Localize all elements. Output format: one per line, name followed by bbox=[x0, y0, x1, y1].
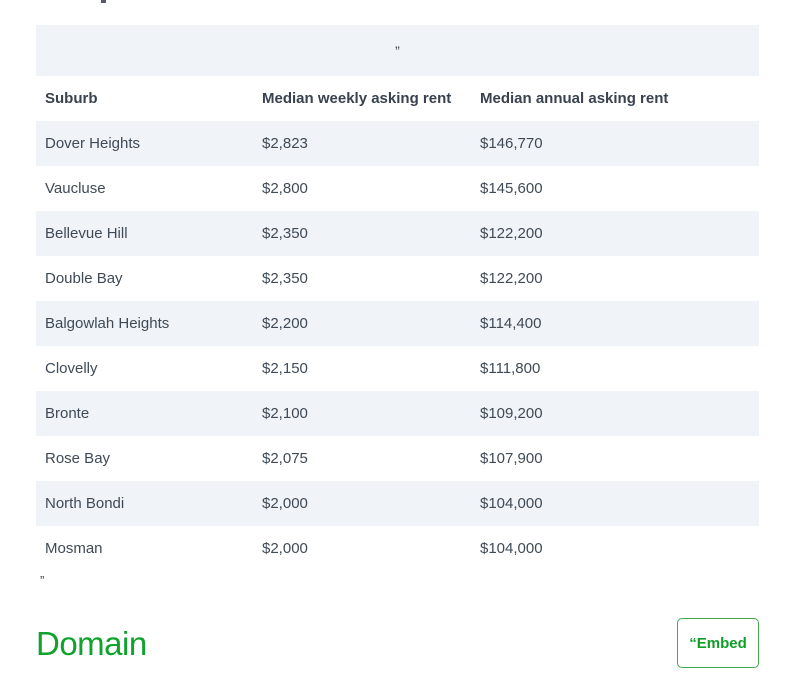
weekly-rent-cell: $2,000 bbox=[262, 495, 308, 512]
quote-banner: ” bbox=[36, 25, 759, 76]
clipped-text-fragment bbox=[101, 0, 106, 3]
annual-rent-cell: $146,770 bbox=[480, 135, 543, 152]
embed-button[interactable]: “Embed bbox=[677, 618, 759, 668]
table-row: Double Bay $2,350 $122,200 bbox=[36, 256, 759, 301]
suburb-cell: Clovelly bbox=[45, 360, 98, 377]
header-annual-rent: Median annual asking rent bbox=[471, 76, 759, 121]
table-row: Clovelly $2,150 $111,800 bbox=[36, 346, 759, 391]
weekly-rent-cell: $2,200 bbox=[262, 315, 308, 332]
annual-rent-cell: $109,200 bbox=[480, 405, 543, 422]
widget-footer: Domain “Embed bbox=[36, 618, 759, 668]
header-suburb: Suburb bbox=[36, 76, 253, 121]
table-row: Bellevue Hill $2,350 $122,200 bbox=[36, 211, 759, 256]
header-weekly-rent: Median weekly asking rent bbox=[253, 76, 471, 121]
table-row: Dover Heights $2,823 $146,770 bbox=[36, 121, 759, 166]
suburb-cell: Vaucluse bbox=[45, 180, 106, 197]
suburb-cell: Double Bay bbox=[45, 270, 123, 287]
weekly-rent-cell: $2,350 bbox=[262, 225, 308, 242]
closing-quote-mark: ” bbox=[40, 573, 45, 588]
suburb-cell: North Bondi bbox=[45, 495, 125, 512]
suburb-cell: Rose Bay bbox=[45, 450, 111, 467]
annual-rent-cell: $122,200 bbox=[480, 270, 543, 287]
suburb-cell: Mosman bbox=[45, 540, 103, 557]
header-row: Suburb Median weekly asking rent Median … bbox=[36, 76, 759, 121]
table-row: Bronte $2,100 $109,200 bbox=[36, 391, 759, 436]
weekly-rent-cell: $2,350 bbox=[262, 270, 308, 287]
embed-widget: ” Suburb Median weekly asking rent Media… bbox=[36, 25, 759, 668]
table-row: North Bondi $2,000 $104,000 bbox=[36, 481, 759, 526]
table-row: Mosman $2,000 $104,000 bbox=[36, 526, 759, 571]
table-row: Vaucluse $2,800 $145,600 bbox=[36, 166, 759, 211]
annual-rent-cell: $111,800 bbox=[480, 360, 541, 377]
annual-rent-cell: $104,000 bbox=[480, 540, 543, 557]
weekly-rent-cell: $2,075 bbox=[262, 450, 308, 467]
weekly-rent-cell: $2,000 bbox=[262, 540, 308, 557]
weekly-rent-cell: $2,150 bbox=[262, 360, 308, 377]
weekly-rent-cell: $2,100 bbox=[262, 405, 308, 422]
weekly-rent-cell: $2,823 bbox=[262, 135, 308, 152]
suburb-cell: Bellevue Hill bbox=[45, 225, 128, 242]
rent-table: Suburb Median weekly asking rent Median … bbox=[36, 76, 759, 571]
quote-mark: ” bbox=[395, 42, 400, 59]
suburb-cell: Balgowlah Heights bbox=[45, 315, 170, 332]
weekly-rent-cell: $2,800 bbox=[262, 180, 308, 197]
annual-rent-cell: $104,000 bbox=[480, 495, 543, 512]
suburb-cell: Bronte bbox=[45, 405, 90, 422]
table-row: Balgowlah Heights $2,200 $114,400 bbox=[36, 301, 759, 346]
annual-rent-cell: $107,900 bbox=[480, 450, 543, 467]
suburb-cell: Dover Heights bbox=[45, 135, 141, 152]
domain-logo[interactable]: Domain bbox=[36, 624, 147, 662]
table-row: Rose Bay $2,075 $107,900 bbox=[36, 436, 759, 481]
annual-rent-cell: $122,200 bbox=[480, 225, 543, 242]
annual-rent-cell: $145,600 bbox=[480, 180, 543, 197]
annual-rent-cell: $114,400 bbox=[480, 315, 542, 332]
table-header: Suburb Median weekly asking rent Median … bbox=[36, 76, 759, 121]
table-body: Dover Heights $2,823 $146,770 Vaucluse $… bbox=[36, 121, 759, 571]
